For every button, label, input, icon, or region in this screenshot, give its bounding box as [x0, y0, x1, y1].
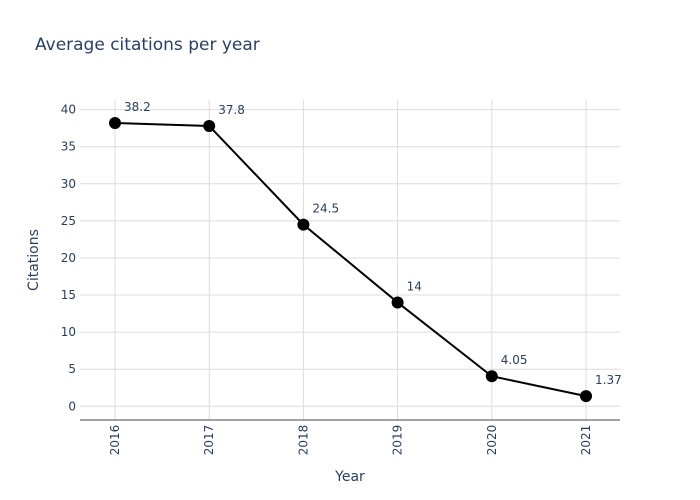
data-point [297, 218, 310, 231]
y-tick-label: 5 [68, 362, 76, 376]
y-tick-label: 35 [61, 140, 76, 154]
x-tick-label: 2021 [579, 425, 593, 456]
data-label: 38.2 [124, 100, 151, 114]
data-point [203, 119, 216, 132]
data-label: 4.05 [501, 353, 528, 367]
y-axis-ticks: 0 5 10 15 20 25 30 35 40 [61, 103, 76, 414]
y-tick-label: 0 [68, 399, 76, 413]
y-tick-label: 20 [61, 251, 76, 265]
data-label: 1.37 [595, 373, 622, 387]
x-tick-label: 2020 [485, 425, 499, 456]
data-point [485, 370, 498, 383]
series-line [114, 121, 587, 398]
y-tick-label: 10 [61, 325, 76, 339]
x-tick-label: 2016 [108, 425, 122, 456]
series-group [109, 116, 592, 403]
x-axis-title: Year [334, 469, 365, 485]
data-label: 24.5 [312, 202, 339, 216]
data-label: 37.8 [218, 103, 245, 117]
chart-title: Average citations per year [35, 35, 260, 55]
data-label: 14 [407, 279, 422, 293]
y-tick-label: 25 [61, 214, 76, 228]
y-tick-label: 30 [61, 177, 76, 191]
data-point [109, 116, 121, 129]
data-labels: 38.2 37.8 24.5 14 4.05 1.37 [124, 100, 622, 387]
data-point [391, 296, 404, 309]
y-tick-label: 40 [61, 103, 76, 117]
y-axis-title: Citations [26, 229, 42, 291]
x-tick-label: 2017 [202, 425, 216, 456]
y-tick-label: 15 [61, 288, 76, 302]
x-tick-label: 2019 [391, 425, 405, 456]
x-axis-ticks: 2016 2017 2018 2019 2020 2021 [108, 425, 593, 456]
x-tick-label: 2018 [296, 425, 310, 456]
data-point [580, 390, 592, 403]
grid [80, 100, 620, 420]
